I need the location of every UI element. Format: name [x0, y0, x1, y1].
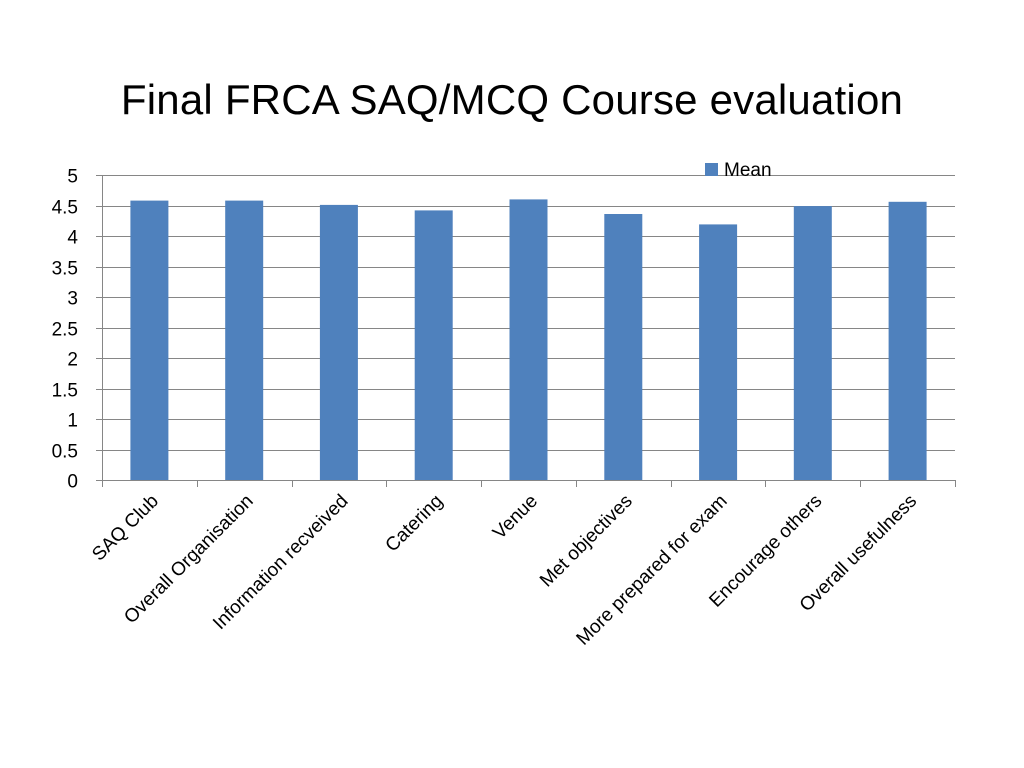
legend-swatch	[705, 163, 718, 176]
bar-3	[319, 204, 358, 480]
y-tick-label: 0	[67, 472, 78, 493]
y-tick-label: 0.5	[52, 442, 78, 463]
y-tick-label: 2	[67, 350, 78, 371]
y-tick-label: 4	[67, 228, 78, 249]
category-label: More prepared for exam	[573, 491, 732, 650]
y-tick-labels: 0 0.5 1 1.5 2 2.5 3 3.5 4 4.5 5	[52, 167, 79, 493]
bar-4	[414, 210, 453, 480]
category-label: Catering	[382, 491, 448, 557]
slide-title: Final FRCA SAQ/MCQ Course evaluation	[120, 76, 904, 123]
bars	[130, 199, 927, 481]
bar-2	[225, 200, 264, 480]
axes	[96, 175, 956, 487]
category-label: SAQ Club	[88, 491, 163, 566]
bar-8	[793, 206, 832, 480]
y-tick-label: 3.5	[52, 259, 78, 280]
y-tick-label: 4.5	[52, 198, 78, 219]
bar-6	[604, 214, 643, 480]
bar-9	[888, 201, 927, 481]
legend-label: Mean	[724, 160, 772, 181]
category-label: Venue	[489, 491, 542, 544]
y-tick-label: 1.5	[52, 381, 78, 402]
y-tick-label: 5	[67, 167, 78, 188]
y-tick-label: 3	[67, 289, 78, 310]
legend: Mean	[705, 160, 772, 181]
y-tick-label: 2.5	[52, 320, 78, 341]
category-label: Met objectives	[536, 491, 637, 592]
bar-5	[509, 199, 548, 480]
y-tick-label: 1	[67, 411, 78, 432]
bar-1	[130, 200, 169, 480]
bar-7	[699, 224, 738, 480]
